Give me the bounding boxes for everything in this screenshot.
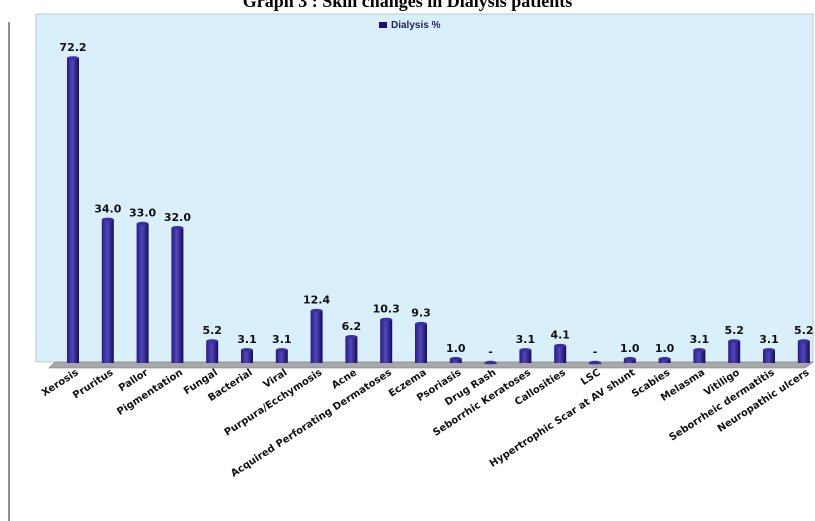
bar-13 <box>519 349 532 363</box>
bar-2 <box>136 223 149 363</box>
data-label-18: 3.1 <box>690 333 710 346</box>
bar-14 <box>554 345 567 363</box>
bar-cap-13 <box>519 348 532 352</box>
data-label-20: 3.1 <box>759 333 779 346</box>
bar-cap-10 <box>415 321 427 326</box>
data-label-9: 10.3 <box>373 302 400 315</box>
category-label-15: LSC <box>579 367 603 388</box>
bar-18 <box>693 349 706 363</box>
legend-swatch <box>379 22 387 28</box>
bar-cap-17 <box>658 356 671 361</box>
category-label-6: Viral <box>262 367 290 390</box>
bar-cap-21 <box>797 339 810 343</box>
bar-4 <box>206 341 219 363</box>
bar-cap-4 <box>206 339 219 343</box>
bar-cap-8 <box>345 335 358 339</box>
bar-cap-6 <box>275 348 288 352</box>
plot-area <box>35 13 814 363</box>
legend-label: Dialysis % <box>391 20 441 31</box>
bar-cap-1 <box>101 217 114 222</box>
bar-cap-7 <box>310 308 323 313</box>
bar-cap-15 <box>589 360 601 365</box>
bar-cap-2 <box>136 221 149 226</box>
data-label-13: 3.1 <box>516 333 536 346</box>
bar-cap-16 <box>623 356 636 361</box>
data-label-3: 32.0 <box>164 211 191 224</box>
bar-16 <box>623 358 636 363</box>
bar-cap-11 <box>449 356 462 361</box>
data-label-15: - <box>593 346 598 359</box>
bar-7 <box>310 310 323 363</box>
bar-11 <box>449 358 462 363</box>
category-label-3: Pigmentation <box>115 367 185 418</box>
data-label-19: 5.2 <box>724 324 744 337</box>
data-label-6: 3.1 <box>272 333 292 346</box>
bar-cap-14 <box>554 343 567 348</box>
bar-5 <box>241 349 253 363</box>
bar-cap-18 <box>693 348 706 352</box>
bar-0 <box>67 58 79 363</box>
data-label-10: 9.3 <box>411 307 431 320</box>
data-label-17: 1.0 <box>655 342 675 355</box>
bar-6 <box>275 349 288 363</box>
data-label-21: 5.2 <box>794 324 814 337</box>
chart-title: Graph 3 : Skin changes in Dialysis patie… <box>242 0 573 11</box>
data-label-16: 1.0 <box>620 342 640 355</box>
bar-8 <box>345 336 358 363</box>
bar-cap-3 <box>171 226 184 230</box>
data-label-7: 12.4 <box>303 294 330 307</box>
data-label-2: 33.0 <box>129 207 156 220</box>
data-label-4: 5.2 <box>202 324 222 337</box>
bar-cap-9 <box>380 317 393 322</box>
data-label-5: 3.1 <box>237 333 257 346</box>
data-label-0: 72.2 <box>59 41 86 54</box>
bar-10 <box>415 323 427 363</box>
data-label-14: 4.1 <box>550 329 570 342</box>
bar-20 <box>763 349 775 363</box>
bar-21 <box>797 341 810 363</box>
data-label-8: 6.2 <box>342 320 362 333</box>
data-label-1: 34.0 <box>94 202 121 215</box>
bar-19 <box>728 341 741 363</box>
bar-cap-12 <box>484 360 497 365</box>
bar-cap-5 <box>241 348 253 352</box>
bar-cap-0 <box>67 56 79 60</box>
bar-3 <box>171 227 184 363</box>
bar-cap-19 <box>728 339 741 343</box>
data-label-12: - <box>488 346 493 359</box>
bar-1 <box>101 219 114 363</box>
bar-cap-20 <box>763 348 775 352</box>
bar-17 <box>658 358 671 363</box>
bar-9 <box>380 319 393 363</box>
data-label-11: 1.0 <box>446 342 466 355</box>
